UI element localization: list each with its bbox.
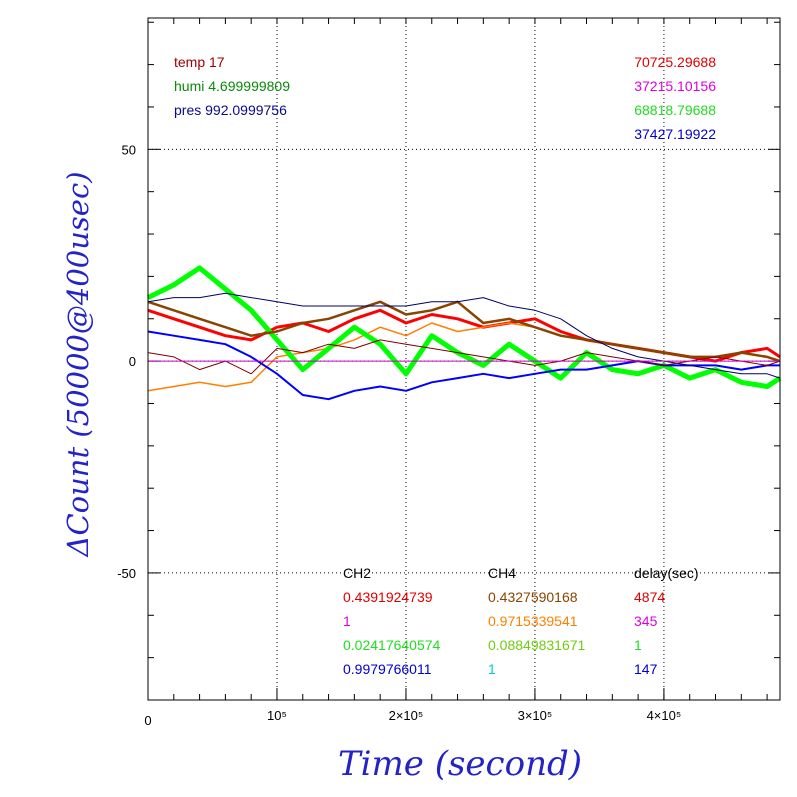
y-axis-title: ΔCount (50000@400usec) — [61, 171, 95, 557]
total-value: 37215.10156 — [634, 78, 716, 94]
ch4-value: 0.9715339541 — [488, 613, 578, 629]
header-ch2: CH2 — [343, 565, 371, 581]
header-ch4: CH4 — [488, 565, 516, 581]
total-value: 68818.79688 — [634, 102, 716, 118]
delay-value: 1 — [634, 637, 642, 653]
series-line-7 — [147, 339, 781, 375]
y-tick-label: 0 — [129, 354, 136, 369]
grid-lines — [147, 18, 780, 700]
delay-value: 4874 — [634, 589, 665, 605]
humi-value: 4.699999809 — [208, 78, 290, 94]
series-line-3 — [146, 265, 782, 389]
ch2-value: 0.02417640574 — [343, 637, 441, 653]
stats-table: CH2 CH4 delay(sec) 0.4391924739 0.4327590… — [343, 565, 699, 677]
humi-name: humi — [174, 78, 204, 94]
ch4-value: 0.08849831671 — [488, 637, 586, 653]
pres-value: 992.0999756 — [205, 102, 287, 118]
temp-label: temp 17 — [174, 54, 225, 70]
series-line-4 — [147, 330, 780, 401]
delay-value: 345 — [634, 613, 658, 629]
humi-label: humi 4.699999809 — [174, 78, 290, 94]
pres-name: pres — [174, 102, 201, 118]
x-tick-label: 3×10⁵ — [518, 708, 553, 723]
ch4-value: 1 — [488, 661, 496, 677]
delay-value: 147 — [634, 661, 658, 677]
x-axis-title: Time (second) — [338, 744, 582, 784]
x-tick-label: 2×10⁵ — [389, 708, 424, 723]
ch2-value: 0.4391924739 — [343, 589, 433, 605]
totals-legend: 70725.29688 37215.10156 68818.79688 37427.1… — [634, 54, 716, 142]
ch2-value: 0.9979766011 — [343, 661, 432, 677]
y-tick-labels: 50 0 -50 — [117, 142, 136, 581]
series-layer — [146, 265, 782, 401]
env-legend: temp 17 humi 4.699999809 pres 992.099975… — [174, 54, 290, 118]
x-tick-label: 10⁵ — [267, 708, 287, 723]
series-line-5 — [147, 300, 781, 363]
pres-label: pres 992.0999756 — [174, 102, 287, 118]
total-value: 70725.29688 — [634, 54, 716, 70]
x-tick-labels: 0 10⁵ 2×10⁵ 3×10⁵ 4×10⁵ — [144, 708, 681, 728]
y-tick-label: 50 — [122, 142, 136, 157]
x-tick-label: 4×10⁵ — [647, 708, 682, 723]
ch2-value: 1 — [343, 613, 351, 629]
header-delay: delay(sec) — [634, 565, 699, 581]
y-tick-label: -50 — [117, 566, 136, 581]
ch4-value: 0.4327590168 — [488, 589, 578, 605]
series-line-6 — [147, 292, 781, 379]
table-rows: 0.4391924739 0.4327590168 4874 1 0.971533954… — [343, 589, 665, 677]
minor-ticks — [148, 18, 780, 700]
x-tick-label: 0 — [144, 713, 151, 728]
temp-name: temp — [174, 54, 205, 70]
temp-value: 17 — [209, 54, 225, 70]
plot-frame — [147, 17, 781, 701]
total-value: 37427.19922 — [634, 126, 716, 142]
